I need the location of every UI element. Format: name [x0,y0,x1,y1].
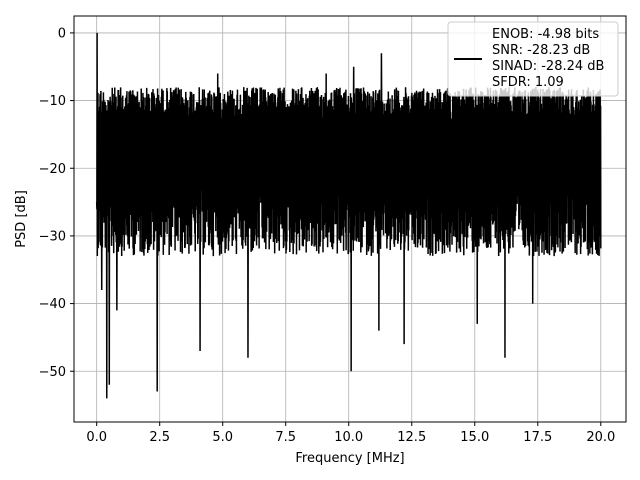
y-tick-label: 0 [58,26,66,41]
x-tick-label: 20.0 [586,430,615,445]
x-tick-label: 17.5 [523,430,552,445]
legend: ENOB: -4.98 bits SNR: -28.23 dB SINAD: -… [447,21,619,97]
legend-line-enob: ENOB: -4.98 bits [492,27,599,42]
psd-series [95,32,602,399]
x-axis-label: Frequency [MHz] [295,451,404,466]
legend-box [447,21,619,97]
x-tick-label: 15.0 [460,430,489,445]
y-tick-label: −40 [39,297,66,312]
x-axis-ticks: 0.0 2.5 5.0 7.5 10.0 12.5 15.0 17.5 20.0 [86,422,615,445]
legend-line-sfdr: SFDR: 1.09 [492,75,564,90]
y-tick-label: −10 [39,94,66,109]
legend-line-snr: SNR: -28.23 dB [492,43,590,58]
y-axis-ticks: 0 −10 −20 −30 −40 −50 [39,26,74,380]
x-tick-label: 2.5 [149,430,170,445]
x-tick-label: 5.0 [212,430,233,445]
x-tick-label: 12.5 [397,430,426,445]
legend-line-sinad: SINAD: -28.24 dB [492,59,604,74]
x-tick-label: 10.0 [334,430,363,445]
y-tick-label: −20 [39,162,66,177]
y-axis-label: PSD [dB] [14,190,29,248]
x-tick-label: 0.0 [86,430,107,445]
y-tick-label: −50 [39,365,66,380]
y-tick-label: −30 [39,229,66,244]
plot-frame [73,15,627,423]
psd-line [95,32,602,399]
x-tick-label: 7.5 [275,430,296,445]
